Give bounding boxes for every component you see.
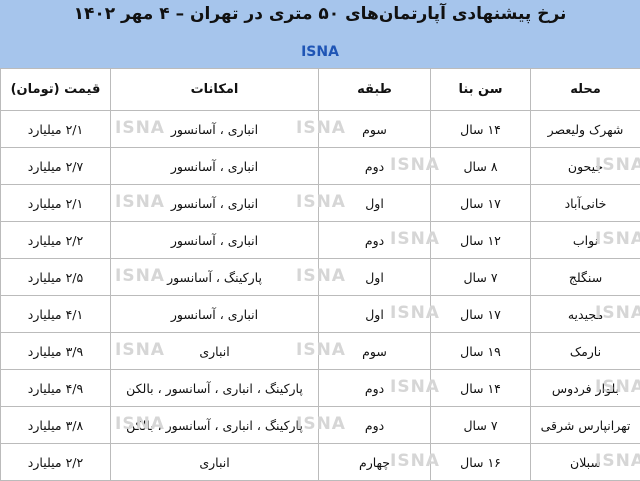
- neighborhood-cell: سنگلج: [531, 259, 640, 296]
- building-age-cell: ۱۷ سال: [431, 296, 531, 333]
- column-header: قیمت (تومان): [1, 69, 111, 111]
- price-cell: ۲/۵ میلیارد: [1, 259, 111, 296]
- facilities-cell: انباری: [111, 444, 319, 481]
- column-header: طبقه: [319, 69, 431, 111]
- neighborhood-cell: خانی‌آباد: [531, 185, 640, 222]
- neighborhood-cell: مجیدیه: [531, 296, 640, 333]
- neighborhood-cell: بلوار فردوس: [531, 370, 640, 407]
- facilities-cell: پارکینگ ، انباری ، آسانسور ، بالکن: [111, 407, 319, 444]
- floor-cell: دوم: [319, 407, 431, 444]
- price-cell: ۴/۹ میلیارد: [1, 370, 111, 407]
- floor-cell: سوم: [319, 111, 431, 148]
- price-cell: ۲/۱ میلیارد: [1, 111, 111, 148]
- floor-cell: دوم: [319, 222, 431, 259]
- floor-cell: اول: [319, 259, 431, 296]
- neighborhood-cell: تهرانپارس شرقی: [531, 407, 640, 444]
- building-age-cell: ۷ سال: [431, 407, 531, 444]
- neighborhood-cell: نارمک: [531, 333, 640, 370]
- facilities-cell: پارکینگ ، انباری ، آسانسور ، بالکن: [111, 370, 319, 407]
- building-age-cell: ۱۲ سال: [431, 222, 531, 259]
- column-header: محله: [531, 69, 640, 111]
- facilities-cell: انباری ، آسانسور: [111, 296, 319, 333]
- floor-cell: اول: [319, 185, 431, 222]
- building-age-cell: ۱۴ سال: [431, 370, 531, 407]
- building-age-cell: ۱۴ سال: [431, 111, 531, 148]
- building-age-cell: ۱۹ سال: [431, 333, 531, 370]
- facilities-cell: انباری: [111, 333, 319, 370]
- price-cell: ۲/۲ میلیارد: [1, 222, 111, 259]
- facilities-cell: انباری ، آسانسور: [111, 148, 319, 185]
- source: ISNA: [0, 44, 640, 60]
- floor-cell: سوم: [319, 333, 431, 370]
- price-cell: ۲/۱ میلیارد: [1, 185, 111, 222]
- price-cell: ۳/۸ میلیارد: [1, 407, 111, 444]
- building-age-cell: ۱۷ سال: [431, 185, 531, 222]
- neighborhood-cell: نواب: [531, 222, 640, 259]
- floor-cell: دوم: [319, 148, 431, 185]
- title-band: نرخ پیشنهادی آپارتمان‌های ۵۰ متری در تهر…: [0, 0, 640, 69]
- column-header: سن بنا: [431, 69, 531, 111]
- price-cell: ۲/۲ میلیارد: [1, 444, 111, 481]
- price-cell: ۴/۱ میلیارد: [1, 296, 111, 333]
- neighborhood-cell: شهرک ولیعصر: [531, 111, 640, 148]
- price-cell: ۳/۹ میلیارد: [1, 333, 111, 370]
- facilities-cell: پارکینگ ، آسانسور: [111, 259, 319, 296]
- facilities-cell: انباری ، آسانسور: [111, 185, 319, 222]
- floor-cell: اول: [319, 296, 431, 333]
- facilities-cell: انباری ، آسانسور: [111, 222, 319, 259]
- building-age-cell: ۱۶ سال: [431, 444, 531, 481]
- facilities-cell: انباری ، آسانسور: [111, 111, 319, 148]
- building-age-cell: ۷ سال: [431, 259, 531, 296]
- column-header: امکانات: [111, 69, 319, 111]
- neighborhood-cell: سبلان: [531, 444, 640, 481]
- floor-cell: دوم: [319, 370, 431, 407]
- price-cell: ۲/۷ میلیارد: [1, 148, 111, 185]
- floor-cell: چهارم: [319, 444, 431, 481]
- title: نرخ پیشنهادی آپارتمان‌های ۵۰ متری در تهر…: [0, 4, 640, 24]
- building-age-cell: ۸ سال: [431, 148, 531, 185]
- neighborhood-cell: جیحون: [531, 148, 640, 185]
